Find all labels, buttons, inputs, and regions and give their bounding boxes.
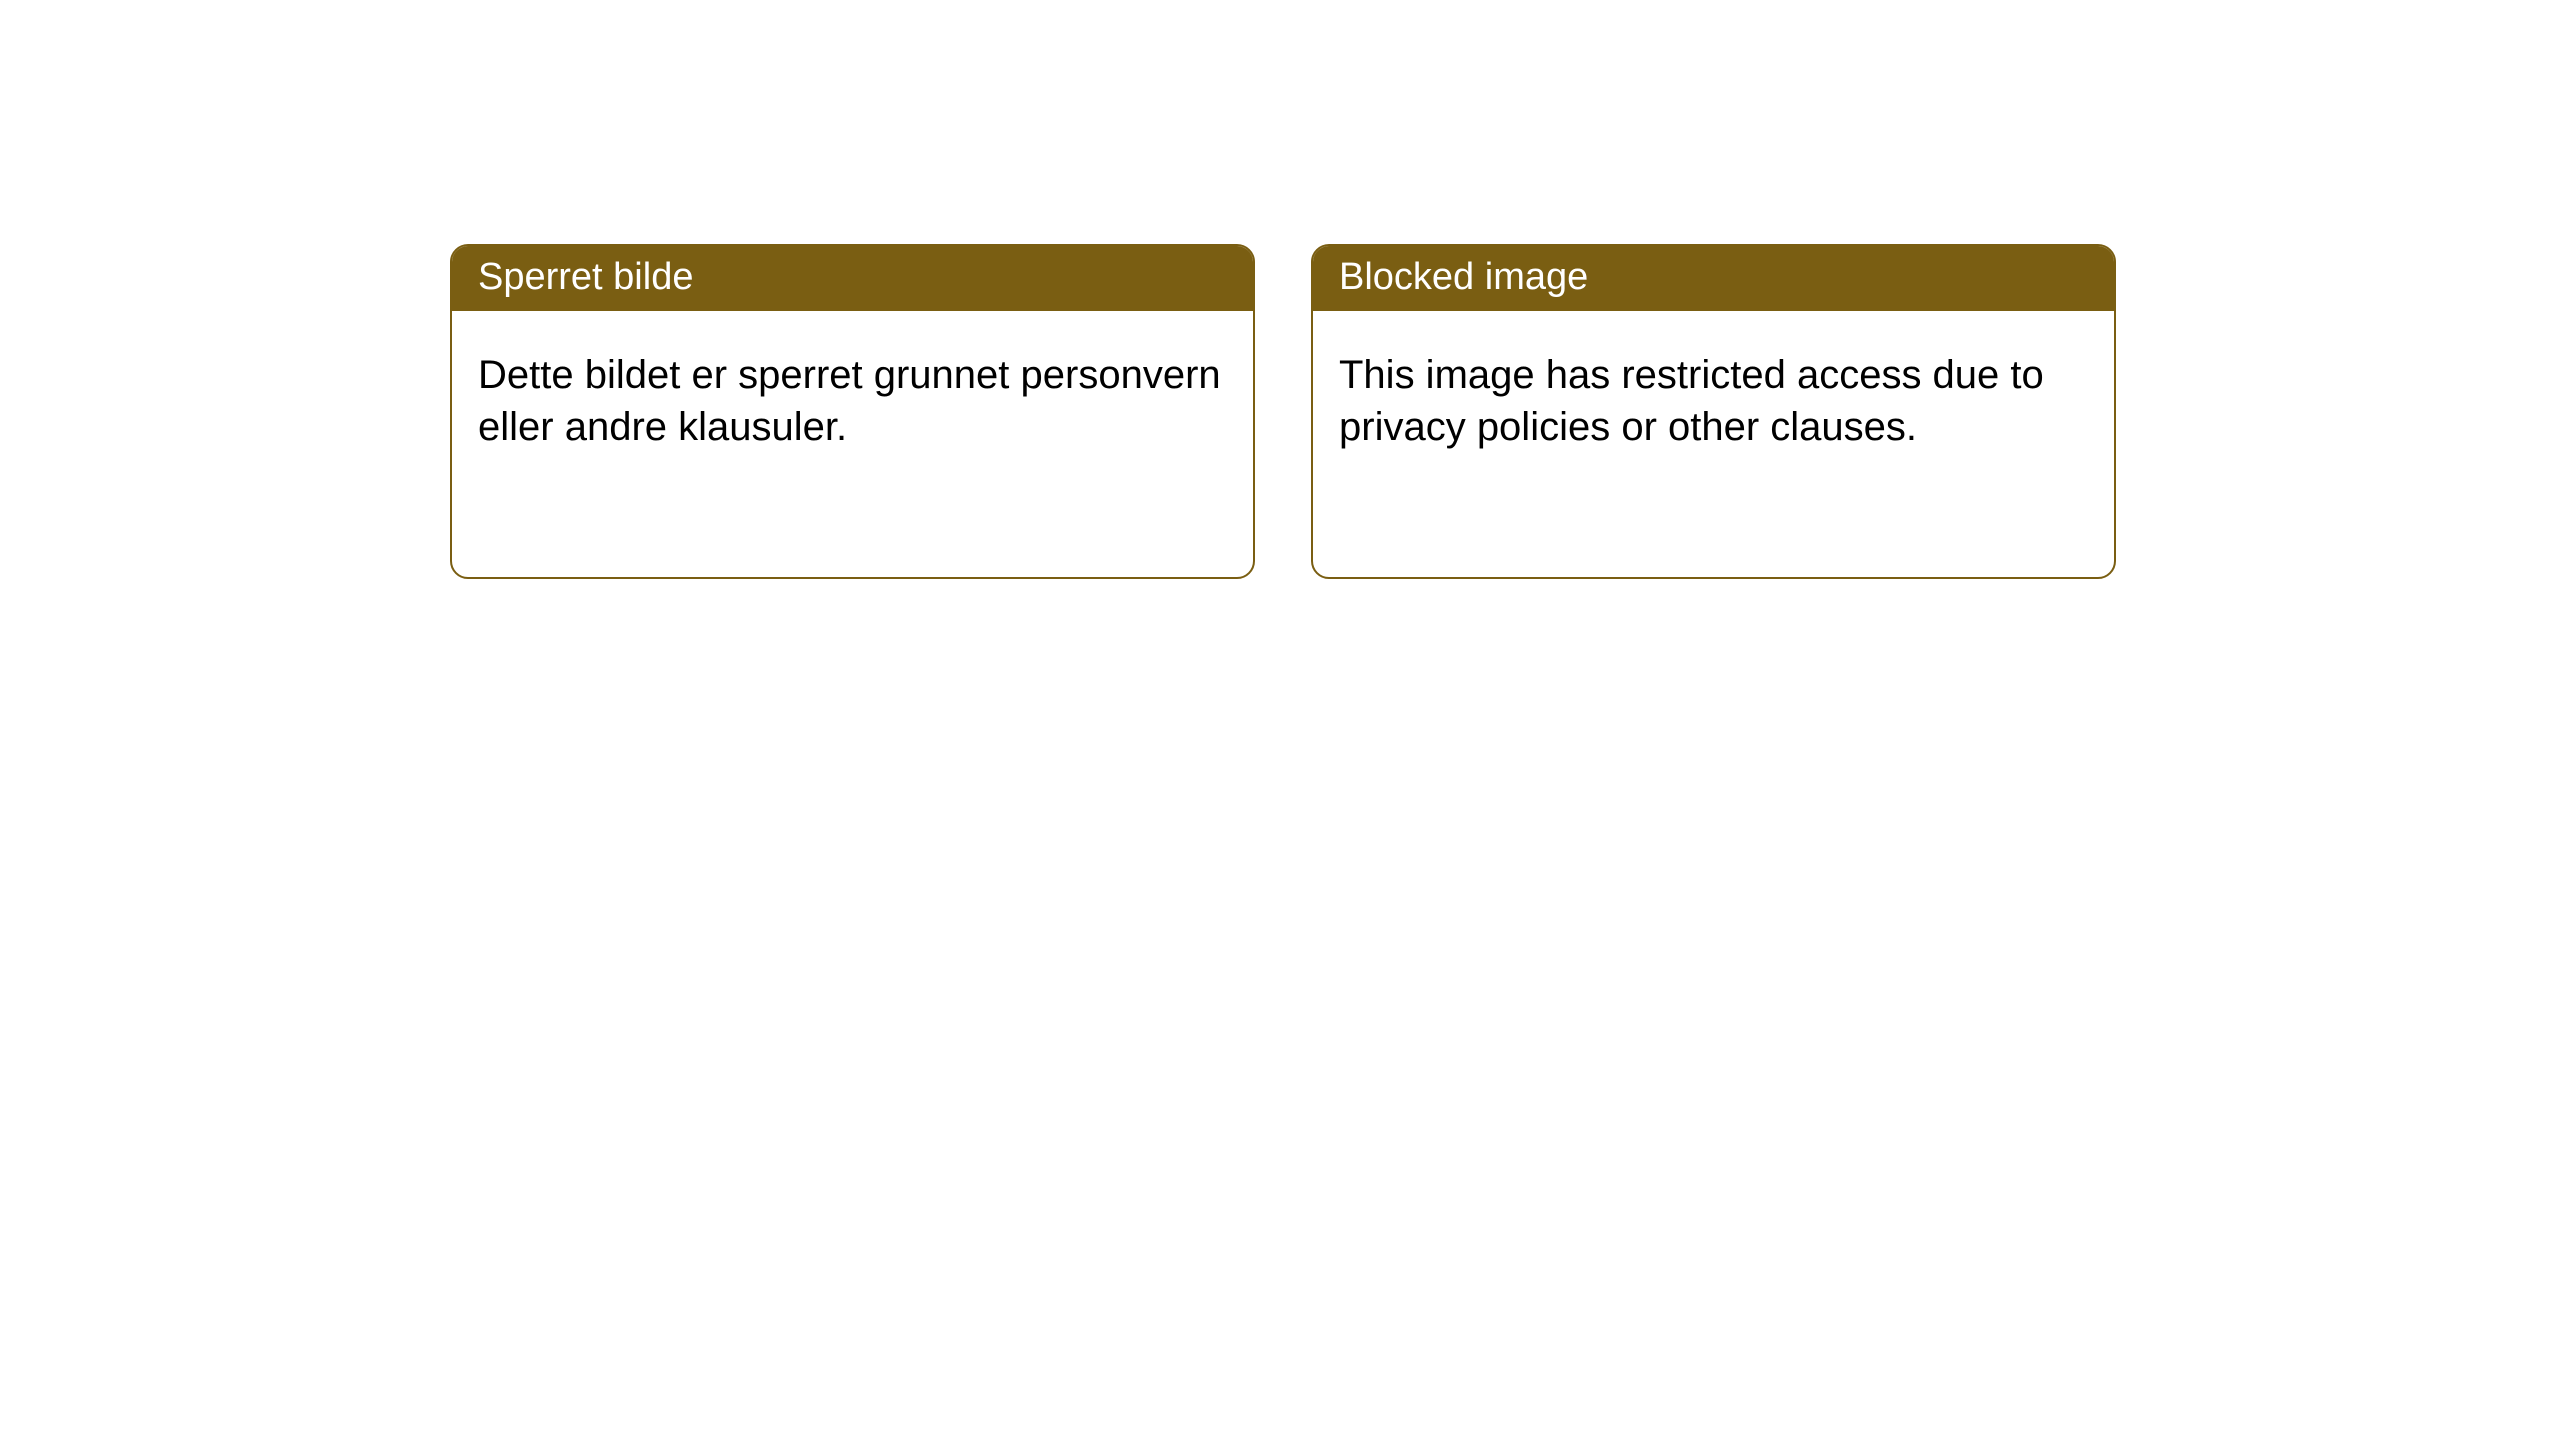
notice-card-english: Blocked image This image has restricted …	[1311, 244, 2116, 579]
notice-message: Dette bildet er sperret grunnet personve…	[478, 353, 1221, 449]
notice-card-norwegian: Sperret bilde Dette bildet er sperret gr…	[450, 244, 1255, 579]
notice-header: Sperret bilde	[452, 246, 1253, 311]
notice-message: This image has restricted access due to …	[1339, 353, 2044, 449]
notice-body: Dette bildet er sperret grunnet personve…	[452, 311, 1253, 491]
notice-body: This image has restricted access due to …	[1313, 311, 2114, 491]
notice-header: Blocked image	[1313, 246, 2114, 311]
notice-title: Blocked image	[1339, 256, 1588, 298]
notice-container: Sperret bilde Dette bildet er sperret gr…	[0, 0, 2560, 579]
notice-title: Sperret bilde	[478, 256, 693, 298]
